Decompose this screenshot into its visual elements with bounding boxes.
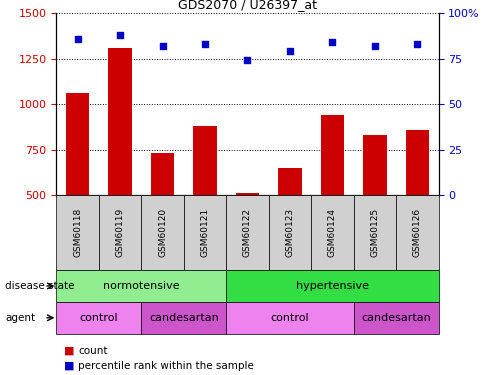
Text: percentile rank within the sample: percentile rank within the sample bbox=[78, 361, 254, 370]
Text: control: control bbox=[79, 313, 118, 323]
Text: GSM60120: GSM60120 bbox=[158, 208, 167, 257]
Point bbox=[159, 43, 167, 49]
Point bbox=[414, 41, 421, 47]
Bar bbox=[236, 193, 259, 286]
Text: candesartan: candesartan bbox=[361, 313, 431, 323]
Text: count: count bbox=[78, 346, 108, 355]
Text: candesartan: candesartan bbox=[149, 313, 219, 323]
Bar bbox=[108, 48, 132, 286]
Text: normotensive: normotensive bbox=[103, 281, 180, 291]
Text: GSM60122: GSM60122 bbox=[243, 208, 252, 257]
Title: GDS2070 / U26397_at: GDS2070 / U26397_at bbox=[178, 0, 317, 10]
Point bbox=[286, 48, 294, 54]
Text: ■: ■ bbox=[64, 361, 74, 370]
Point bbox=[371, 43, 379, 49]
Bar bbox=[363, 135, 387, 286]
Text: GSM60121: GSM60121 bbox=[200, 208, 210, 257]
Text: GSM60118: GSM60118 bbox=[73, 208, 82, 257]
Point bbox=[244, 57, 251, 63]
Bar bbox=[193, 126, 217, 286]
Bar bbox=[66, 93, 89, 286]
Text: disease state: disease state bbox=[5, 281, 74, 291]
Text: agent: agent bbox=[5, 313, 35, 323]
Point bbox=[201, 41, 209, 47]
Text: GSM60125: GSM60125 bbox=[370, 208, 379, 257]
Text: ■: ■ bbox=[64, 346, 74, 355]
Point bbox=[74, 36, 81, 42]
Bar bbox=[151, 153, 174, 286]
Text: hypertensive: hypertensive bbox=[296, 281, 369, 291]
Bar bbox=[406, 129, 429, 286]
Point bbox=[328, 39, 336, 45]
Text: GSM60126: GSM60126 bbox=[413, 208, 422, 257]
Bar bbox=[278, 168, 301, 286]
Text: GSM60119: GSM60119 bbox=[116, 208, 124, 257]
Text: GSM60124: GSM60124 bbox=[328, 208, 337, 257]
Point bbox=[116, 32, 124, 38]
Text: GSM60123: GSM60123 bbox=[285, 208, 294, 257]
Text: control: control bbox=[270, 313, 309, 323]
Bar bbox=[320, 115, 344, 286]
